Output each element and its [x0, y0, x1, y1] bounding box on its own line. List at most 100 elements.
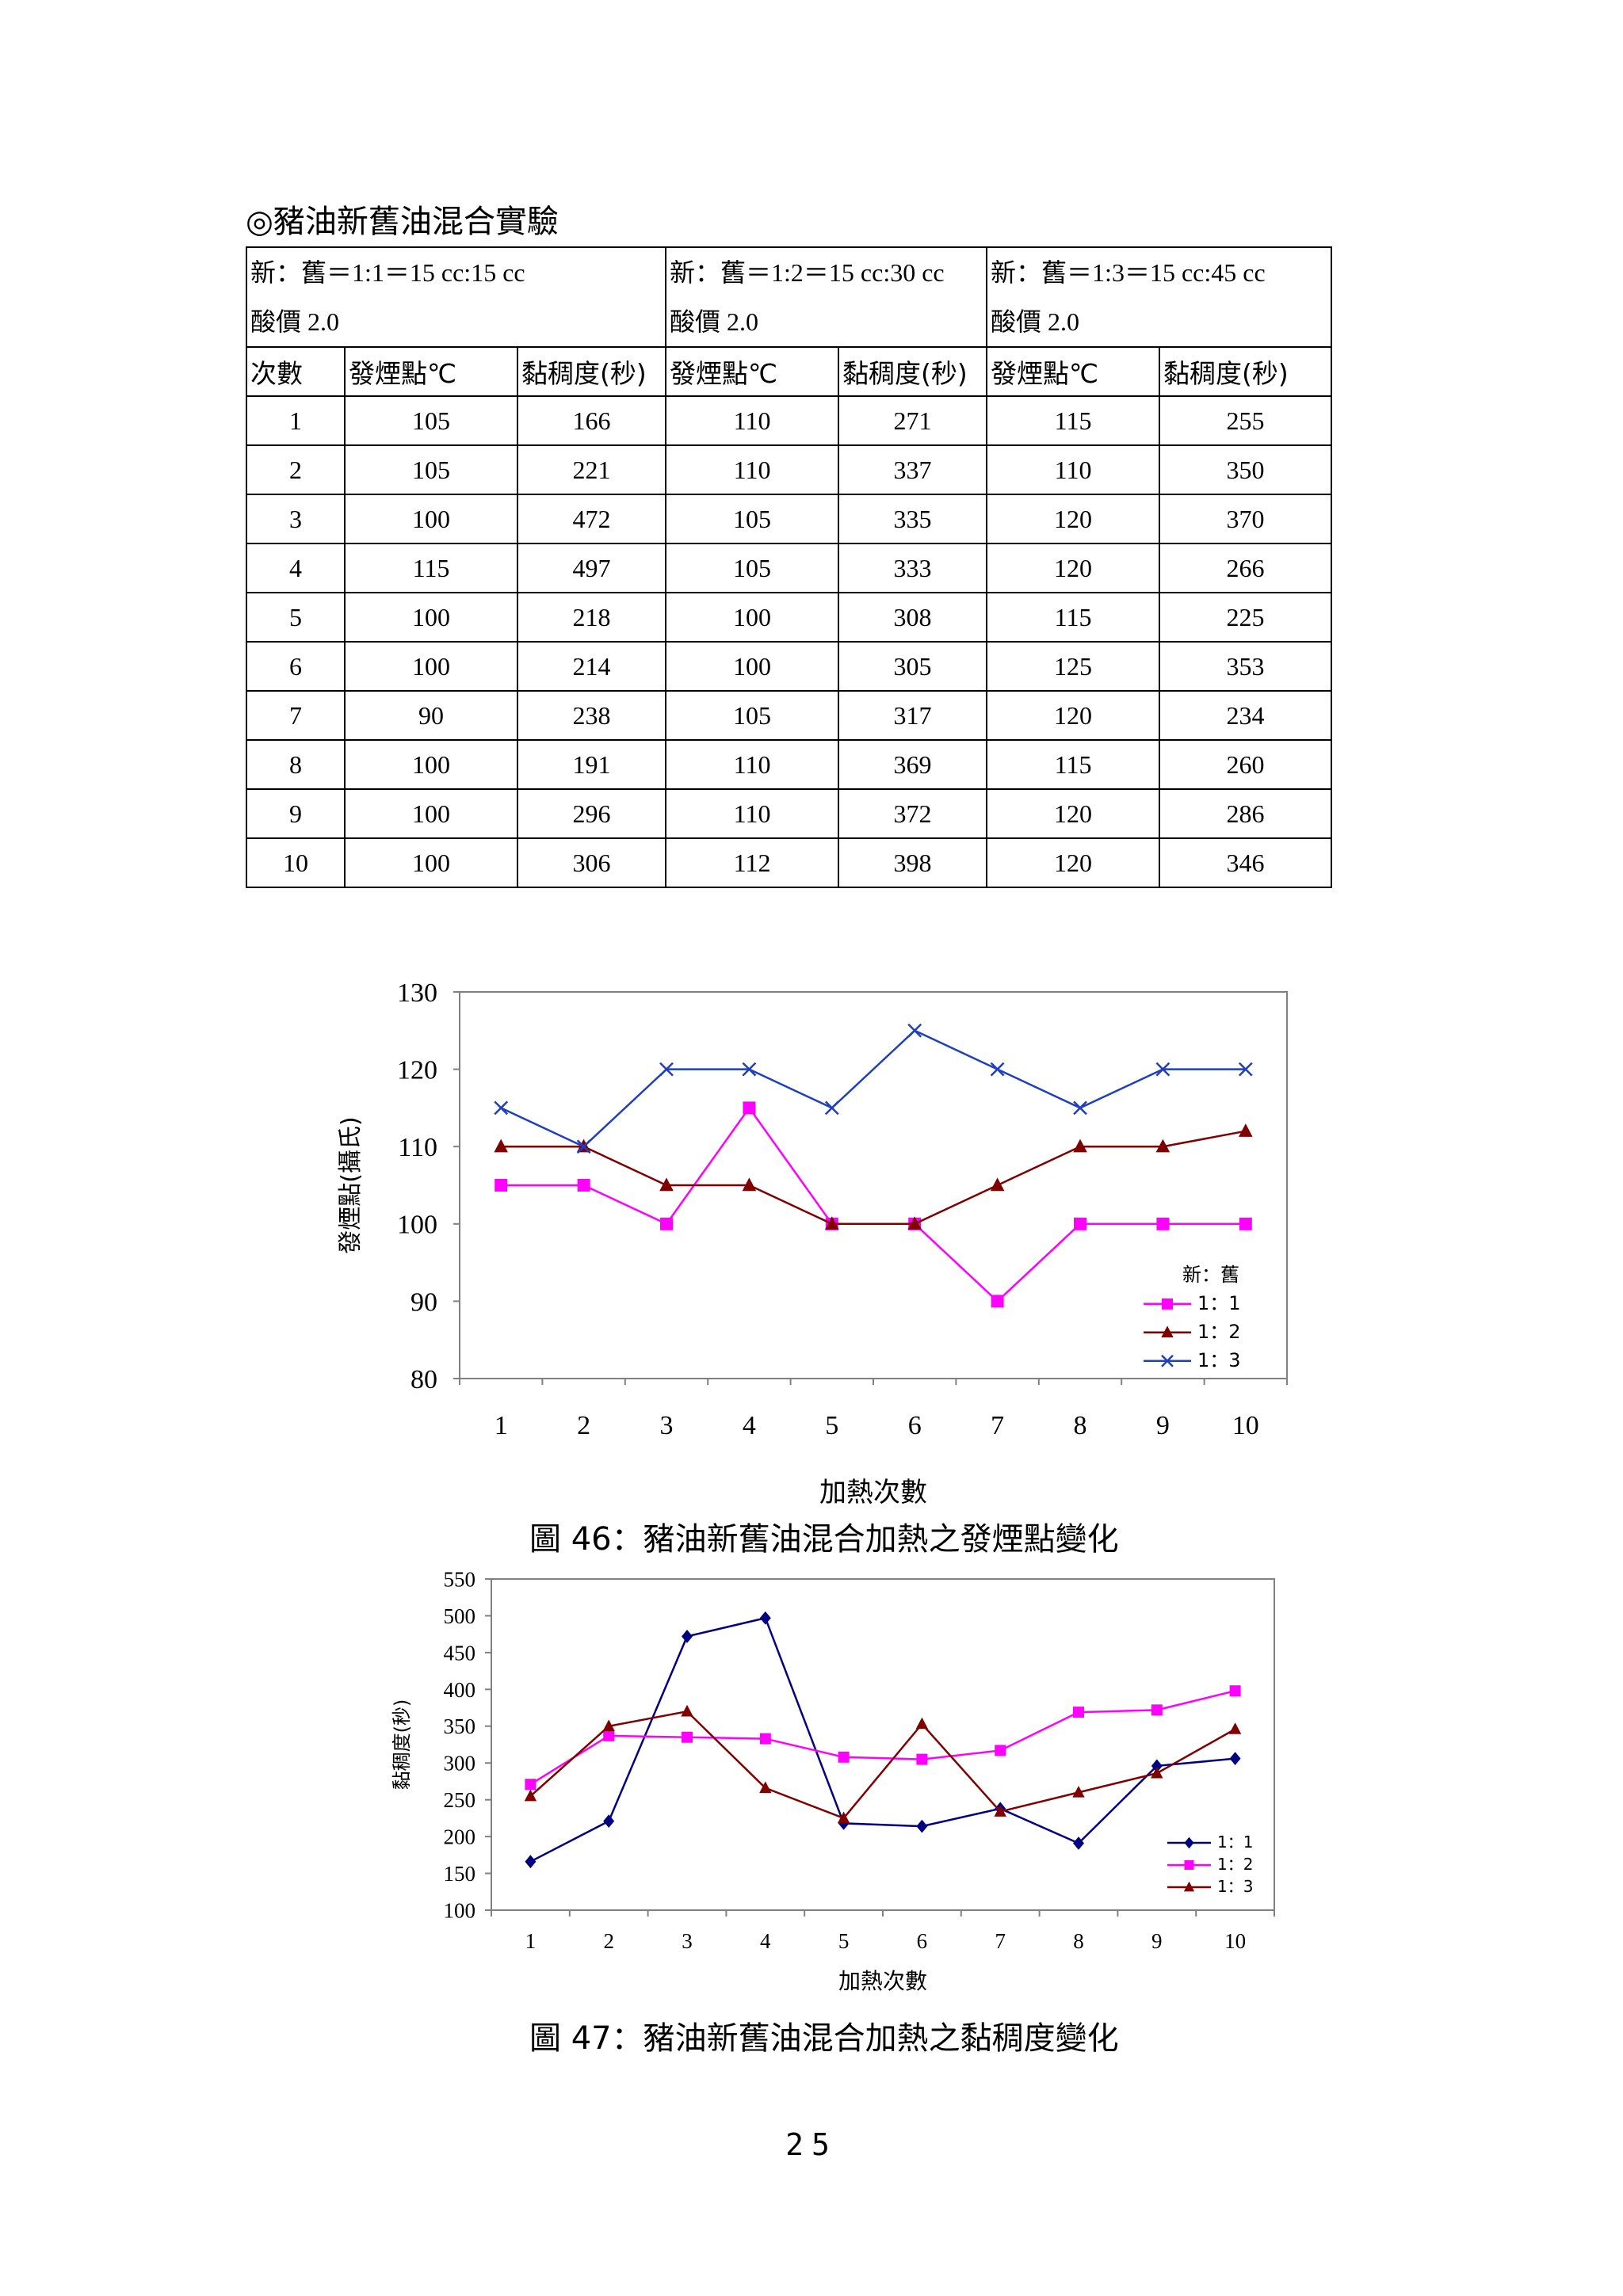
table-cell: 317 [838, 690, 988, 741]
x-tick-label: 2 [603, 1929, 614, 1953]
table-cell: 105 [665, 690, 840, 741]
data-point [916, 1819, 928, 1833]
y-axis-label: 發煙點(攝氏) [337, 1116, 365, 1253]
table-cell: 225 [1159, 592, 1333, 643]
table-cell: 306 [516, 837, 667, 888]
table-cell: 221 [516, 444, 667, 495]
table-row: 7 90 238 105 317 120 234 [246, 690, 1333, 741]
figure-47-caption: 圖 47：豬油新舊油混合加熱之黏稠度變化 [529, 2020, 1119, 2057]
table-cell: 218 [516, 592, 667, 643]
table-cell: 335 [838, 494, 988, 544]
table-cell: 100 [344, 641, 518, 692]
data-point [577, 1179, 590, 1192]
table-cell: 105 [665, 494, 840, 544]
section-heading: ◎豬油新舊油混合實驗 [246, 204, 559, 240]
table-cell: 115 [986, 592, 1161, 643]
y-tick-label: 450 [444, 1641, 476, 1665]
plot-area [491, 1578, 1275, 1911]
page-number: 25 [785, 2127, 838, 2162]
x-tick-label: 9 [1156, 1411, 1170, 1440]
y-tick-label: 200 [444, 1825, 476, 1849]
table-cell: 105 [344, 444, 518, 495]
figure-46-caption: 圖 46：豬油新舊油混合加熱之發煙點變化 [529, 1521, 1119, 1558]
data-point [494, 1138, 508, 1153]
x-tick-label: 4 [743, 1411, 756, 1440]
y-axis-label: 黏稠度(秒) [391, 1699, 413, 1791]
x-tick-label: 6 [917, 1929, 928, 1953]
table-cell: 100 [344, 837, 518, 888]
column-header: 黏稠度(秒) [516, 346, 667, 397]
group-ratio: 新：舊＝1:1＝15 cc:15 cc [250, 258, 525, 287]
table-cell: 115 [344, 543, 518, 593]
table-cell: 9 [246, 788, 346, 839]
data-point [759, 1733, 771, 1745]
data-point [524, 1789, 537, 1802]
data-point [681, 1704, 693, 1717]
table-cell: 100 [344, 592, 518, 643]
table-cell: 234 [1159, 690, 1333, 741]
table-row: 5 100 218 100 308 115 225 [246, 592, 1333, 643]
data-point [907, 1216, 922, 1230]
data-point [525, 1855, 537, 1869]
table-cell: 238 [516, 690, 667, 741]
table-row: 6 100 214 100 305 125 353 [246, 641, 1333, 692]
y-tick-label: 90 [411, 1287, 437, 1317]
table-cell: 120 [986, 494, 1161, 544]
x-tick-label: 4 [760, 1929, 771, 1953]
data-point [838, 1751, 850, 1763]
series-line [529, 1689, 1235, 1786]
table-cell: 8 [246, 739, 346, 790]
column-header: 次數 [246, 346, 346, 397]
table-cell: 100 [665, 641, 840, 692]
table-cell: 100 [665, 592, 840, 643]
table-cell: 369 [838, 739, 988, 790]
column-header: 黏稠度(秒) [838, 346, 988, 397]
table-cell: 110 [986, 444, 1161, 495]
data-point [682, 1731, 693, 1743]
data-point [659, 1062, 674, 1077]
table-row: 4 115 497 105 333 120 266 [246, 543, 1333, 593]
table-cell: 191 [516, 739, 667, 790]
table-cell: 120 [986, 837, 1161, 888]
table-header-groups: 新：舊＝1:1＝15 cc:15 cc 酸價 2.0 新：舊＝1:2＝15 cc… [245, 246, 1333, 348]
table-cell: 105 [665, 543, 840, 593]
column-header: 發煙點℃ [344, 346, 518, 397]
data-point [1229, 1685, 1241, 1697]
series-line [501, 1130, 1247, 1226]
data-point [759, 1781, 772, 1794]
table-cell: 100 [344, 739, 518, 790]
x-tick-label: 8 [1073, 1929, 1084, 1953]
group-ratio: 新：舊＝1:2＝15 cc:30 cc [670, 258, 945, 287]
table-cell: 90 [344, 690, 518, 741]
x-tick-label: 3 [660, 1411, 674, 1440]
group-acid: 酸價 2.0 [991, 307, 1080, 336]
table-cell: 266 [1159, 543, 1333, 593]
table-row: 3 100 472 105 335 120 370 [246, 494, 1333, 544]
table-cell: 346 [1159, 837, 1333, 888]
group-header-3: 新：舊＝1:3＝15 cc:45 cc 酸價 2.0 [986, 246, 1333, 348]
table-cell: 166 [516, 395, 667, 446]
x-tick-label: 1 [525, 1929, 537, 1953]
table-cell: 110 [665, 395, 840, 446]
plot-area [459, 991, 1288, 1379]
table-cell: 5 [246, 592, 346, 643]
table-row: 8 100 191 110 369 115 260 [246, 739, 1333, 790]
table-cell: 120 [986, 543, 1161, 593]
table-cell: 271 [838, 395, 988, 446]
table-cell: 337 [838, 444, 988, 495]
data-point [916, 1753, 928, 1765]
table-cell: 472 [516, 494, 667, 544]
group-acid: 酸價 2.0 [670, 307, 759, 336]
column-header: 發煙點℃ [986, 346, 1161, 397]
legend-label: 1：2 [1197, 1321, 1241, 1343]
data-point [603, 1730, 615, 1741]
data-point [495, 1179, 508, 1192]
data-point [742, 1177, 757, 1192]
table-cell: 112 [665, 837, 840, 888]
data-point [1155, 1138, 1170, 1153]
legend-label: 1：1 [1197, 1292, 1241, 1314]
table-cell: 115 [986, 395, 1161, 446]
table-row: 1 105 166 110 271 115 255 [246, 395, 1333, 446]
group-acid: 酸價 2.0 [250, 307, 340, 336]
data-point [576, 1139, 591, 1154]
